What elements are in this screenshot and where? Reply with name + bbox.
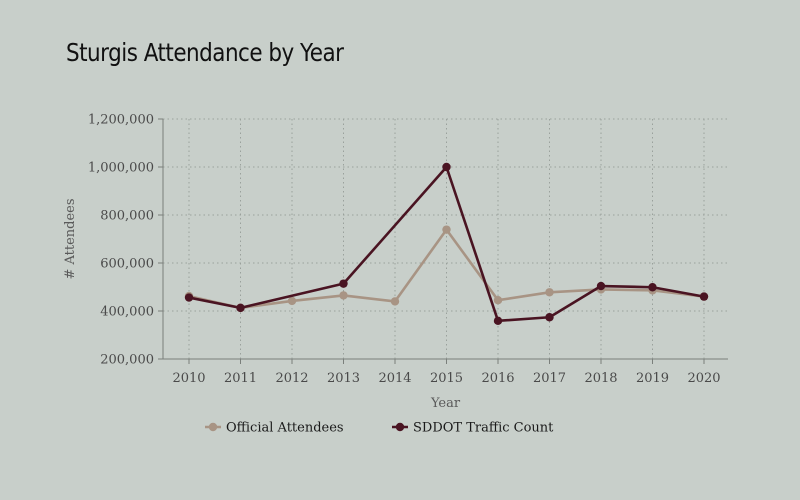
data-point[interactable] (545, 288, 554, 297)
y-tick-label: 800,000 (100, 209, 154, 224)
chart-title: Sturgis Attendance by Year (66, 38, 344, 67)
legend-swatch-marker (395, 422, 405, 432)
data-point[interactable] (493, 316, 503, 326)
data-point[interactable] (236, 303, 245, 313)
data-point[interactable] (545, 313, 554, 322)
data-point[interactable] (339, 291, 348, 300)
x-tick-label: 2019 (636, 371, 669, 386)
x-tick-label: 2015 (430, 371, 463, 386)
x-tick-label: 2014 (378, 371, 411, 386)
data-point[interactable] (442, 225, 451, 234)
x-tick-label: 2012 (275, 371, 308, 386)
x-tick-label: 2017 (533, 371, 566, 386)
data-point[interactable] (699, 292, 709, 301)
x-axis-title: Year (430, 396, 461, 411)
legend-swatch-marker (208, 422, 218, 432)
x-tick-label: 2010 (172, 371, 205, 386)
y-tick-label: 1,200,000 (88, 113, 154, 128)
y-tick-label: 400,000 (100, 305, 154, 320)
data-point[interactable] (339, 279, 348, 288)
x-tick-label: 2018 (584, 371, 617, 386)
y-axis-title: # Attendees (63, 198, 78, 279)
x-tick-label: 2020 (687, 371, 720, 386)
data-point[interactable] (493, 296, 503, 305)
data-point[interactable] (287, 296, 297, 306)
x-tick-label: 2013 (327, 371, 360, 386)
y-tick-label: 200,000 (100, 353, 154, 368)
data-point[interactable] (442, 162, 451, 172)
data-point[interactable] (184, 293, 194, 302)
y-tick-label: 600,000 (100, 257, 154, 272)
series-line-2 (187, 165, 706, 323)
y-tick-label: 1,000,000 (88, 161, 154, 176)
legend-label[interactable]: SDDOT Traffic Count (413, 421, 554, 436)
data-point[interactable] (390, 297, 400, 306)
x-tick-label: 2011 (224, 371, 257, 386)
data-point[interactable] (596, 281, 606, 291)
data-point[interactable] (648, 283, 657, 292)
x-tick-label: 2016 (481, 371, 514, 386)
legend-label[interactable]: Official Attendees (226, 421, 344, 436)
